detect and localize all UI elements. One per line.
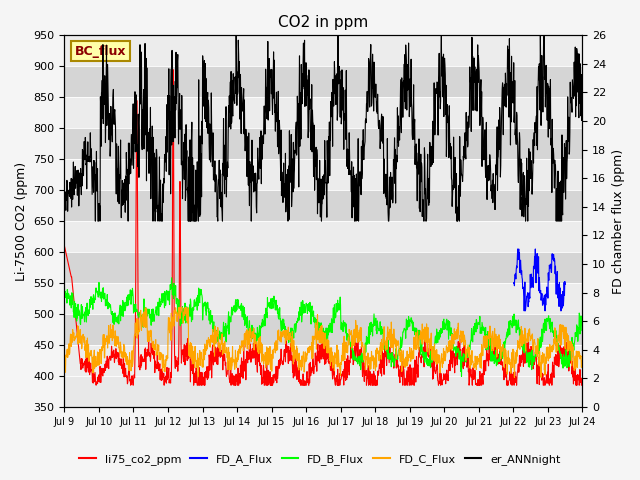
Bar [65, 221, 582, 252]
Bar [65, 97, 582, 128]
Legend: li75_co2_ppm, FD_A_Flux, FD_B_Flux, FD_C_Flux, er_ANNnight: li75_co2_ppm, FD_A_Flux, FD_B_Flux, FD_C… [75, 450, 565, 469]
Title: CO2 in ppm: CO2 in ppm [278, 15, 369, 30]
Bar [65, 283, 582, 314]
Bar [65, 314, 582, 345]
Text: BC_flux: BC_flux [75, 45, 126, 58]
Y-axis label: Li-7500 CO2 (ppm): Li-7500 CO2 (ppm) [15, 162, 28, 281]
Bar [65, 190, 582, 221]
Bar [65, 128, 582, 159]
Bar [65, 345, 582, 376]
Bar [65, 36, 582, 66]
Bar [65, 159, 582, 190]
Bar [65, 252, 582, 283]
Bar [65, 66, 582, 97]
Y-axis label: FD chamber flux (ppm): FD chamber flux (ppm) [612, 148, 625, 294]
